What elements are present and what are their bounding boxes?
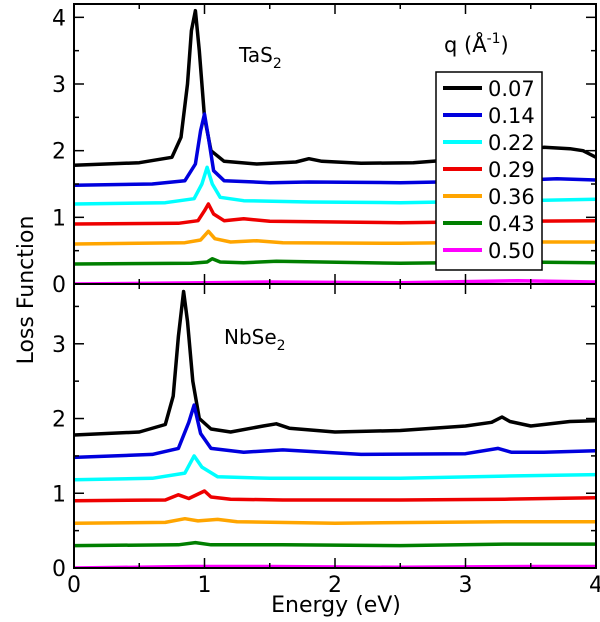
y-tick-label: 0 (52, 557, 66, 582)
x-tick-label: 0 (67, 573, 81, 598)
y-tick-label: 0 (52, 273, 66, 298)
legend-label: 0.36 (488, 185, 535, 209)
y-axis-title: Loss Function (14, 216, 39, 365)
series-line-q-0.22 (74, 165, 596, 206)
panel-title-subscript: 2 (277, 338, 286, 354)
x-tick-label: 4 (589, 573, 600, 598)
series-line-q-0.36 (74, 516, 596, 525)
y-tick-label: 2 (52, 408, 66, 433)
legend-title-unit: Å (472, 31, 487, 57)
legend-label: 0.29 (488, 158, 535, 182)
x-axis-title: Energy (eV) (271, 593, 401, 618)
y-tick-label: 3 (52, 333, 66, 358)
panel-title-tas2: TaS2 (238, 43, 282, 72)
legend-label: 0.07 (488, 77, 535, 101)
x-tick-label: 3 (459, 573, 473, 598)
legend-label: 0.50 (488, 239, 535, 263)
legend-title-sup: -1 (487, 31, 501, 47)
y-tick-label: 1 (52, 482, 66, 507)
y-tick-label: 2 (52, 140, 66, 165)
x-tick-label: 1 (198, 573, 212, 598)
x-tick-label: 2 (328, 573, 342, 598)
panel-title-subscript: 2 (273, 56, 282, 72)
series-line-q-0.22 (74, 454, 596, 482)
legend: q (Å-1) 0.07 0.14 0.22 0.29 0.36 0.43 0.50 (435, 31, 543, 271)
series-line-q-0.29 (74, 489, 596, 503)
panel-title-main: NbSe (224, 325, 277, 349)
legend-title-main: q ( (444, 33, 472, 57)
legend-title: q (Å-1) (444, 31, 509, 57)
series-line-q-0.43 (74, 540, 596, 548)
panel-title-main: TaS (238, 43, 273, 67)
series-line-q-0.29 (74, 202, 596, 226)
legend-label: 0.43 (488, 212, 535, 236)
legend-label: 0.14 (488, 104, 535, 128)
plot-frame (73, 283, 597, 569)
panel-title-nbse2: NbSe2 (224, 325, 286, 354)
legend-title-close: ) (501, 33, 509, 57)
legend-label: 0.22 (488, 131, 535, 155)
y-tick-label: 1 (52, 206, 66, 231)
series-line-q-0.14 (74, 403, 596, 460)
y-tick-label: 4 (52, 6, 66, 31)
y-tick-label: 3 (52, 73, 66, 98)
series-line-q-0.07 (74, 8, 596, 168)
series-line-q-0.07 (74, 289, 596, 437)
